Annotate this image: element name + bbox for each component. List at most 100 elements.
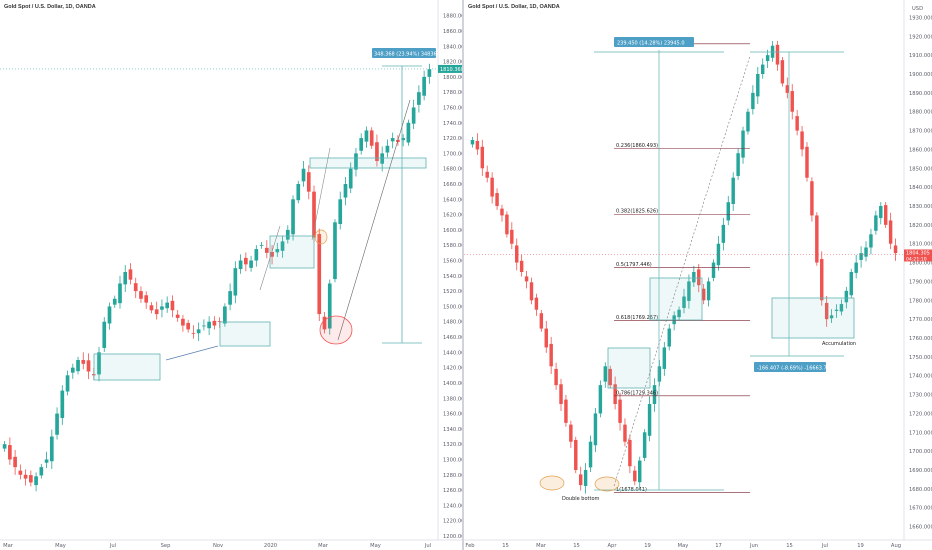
candle-body bbox=[406, 122, 411, 143]
y-tick-label: 1820.000 bbox=[443, 60, 462, 66]
candle-body bbox=[721, 224, 726, 243]
candle-body bbox=[854, 262, 858, 273]
right-chart[interactable]: 1930.000 1920.000 1910.000 1900.000 1890.000… bbox=[464, 0, 932, 550]
candle-body bbox=[207, 321, 211, 329]
x-tick-label: Feb bbox=[465, 543, 475, 549]
candle-body bbox=[706, 281, 711, 301]
y-tick-label: 1780.000 bbox=[909, 298, 932, 304]
y-tick-label: 1750.000 bbox=[909, 355, 932, 361]
candle-body bbox=[149, 305, 154, 311]
candle-body bbox=[711, 262, 716, 278]
candle-body bbox=[244, 257, 248, 265]
y-tick-label: 1800.000 bbox=[909, 261, 932, 267]
y-tick-label: 1300.000 bbox=[443, 457, 462, 463]
y-tick-label: 1620.000 bbox=[443, 213, 462, 219]
candle-body bbox=[327, 283, 332, 329]
y-tick-label: 1460.000 bbox=[443, 335, 462, 341]
candle-body bbox=[805, 146, 809, 178]
candle-body bbox=[701, 288, 706, 301]
candle-body bbox=[510, 229, 514, 244]
candle-body bbox=[800, 131, 804, 150]
candle-body bbox=[107, 306, 112, 324]
candle-body bbox=[500, 208, 504, 216]
candle-body bbox=[160, 306, 164, 310]
candle-body bbox=[505, 214, 509, 235]
candle-body bbox=[544, 328, 548, 348]
candle-body bbox=[312, 191, 316, 238]
measure-up-badge bbox=[614, 37, 694, 47]
candle-body bbox=[810, 181, 814, 216]
candle-body bbox=[859, 253, 863, 260]
candle-body bbox=[549, 343, 553, 367]
candle-body bbox=[608, 368, 612, 386]
candle-body bbox=[359, 138, 364, 151]
consolidation-box bbox=[93, 353, 161, 381]
fib-level-label: 0.618(1769.267) bbox=[616, 315, 658, 321]
pane-divider[interactable] bbox=[462, 0, 464, 550]
candle-body bbox=[60, 390, 65, 418]
candle-body bbox=[697, 269, 701, 286]
consolidation-box bbox=[649, 277, 703, 321]
y-tick-label: 1880.000 bbox=[443, 14, 462, 20]
candle-body bbox=[29, 475, 33, 483]
consolidation-box bbox=[771, 297, 855, 339]
y-tick-label: 1320.000 bbox=[443, 442, 462, 448]
candle-body bbox=[411, 107, 416, 124]
x-tick-label: Mar bbox=[3, 543, 14, 549]
y-tick-label: 1700.000 bbox=[443, 151, 462, 157]
candle-body bbox=[790, 91, 794, 112]
candle-body bbox=[139, 291, 143, 299]
left-chart[interactable]: 1880.000 1860.000 1840.000 1820.000 1800.000… bbox=[0, 0, 462, 550]
candle-body bbox=[306, 172, 311, 192]
candle-body bbox=[301, 168, 306, 182]
y-tick-label: 1680.000 bbox=[909, 487, 932, 493]
candle-body bbox=[317, 234, 322, 315]
y-tick-label: 1600.000 bbox=[443, 228, 462, 234]
candle-body bbox=[422, 76, 426, 96]
trend-line bbox=[337, 99, 411, 341]
y-tick-label: 1740.000 bbox=[909, 374, 932, 380]
candle-body bbox=[785, 85, 790, 93]
candle-body bbox=[196, 329, 201, 334]
right-chart-title: Gold Spot / U.S. Dollar, 1D, OANDA bbox=[468, 4, 560, 10]
candle-body bbox=[583, 470, 588, 486]
y-tick-label: 1780.000 bbox=[443, 90, 462, 96]
y-tick-label: 1670.000 bbox=[909, 506, 932, 512]
candle-body bbox=[780, 60, 785, 84]
candle-body bbox=[642, 432, 647, 458]
x-tick-label: Mar bbox=[318, 543, 329, 549]
y-tick-label: 1240.000 bbox=[443, 503, 462, 509]
candle-body bbox=[647, 404, 652, 436]
candle-body bbox=[687, 281, 691, 301]
candle-body bbox=[97, 352, 101, 375]
y-tick-label: 1700.000 bbox=[909, 449, 932, 455]
projection-line bbox=[311, 147, 331, 241]
candle-body bbox=[65, 375, 70, 392]
countdown-text: 04:21:10 bbox=[906, 256, 927, 262]
candle-body bbox=[44, 459, 49, 463]
y-tick-label: 1760.000 bbox=[443, 105, 462, 111]
y-tick-label: 1520.000 bbox=[443, 289, 462, 295]
candle-body bbox=[285, 229, 290, 240]
candle-body bbox=[628, 439, 632, 467]
y-tick-label: 1790.000 bbox=[909, 279, 932, 285]
candle-body bbox=[322, 316, 327, 330]
y-tick-label: 1820.000 bbox=[909, 223, 932, 229]
candle-body bbox=[202, 325, 206, 327]
current-price-text: 1804.305 bbox=[906, 250, 930, 256]
y-tick-label: 1220.000 bbox=[443, 519, 462, 525]
candle-body bbox=[633, 470, 637, 482]
pullback-circle bbox=[314, 229, 328, 245]
x-tick-label: 15 bbox=[573, 543, 580, 549]
candle-body bbox=[598, 385, 603, 414]
candle-body bbox=[756, 74, 760, 97]
candle-body bbox=[369, 130, 374, 146]
candle-body bbox=[869, 234, 873, 248]
left-chart-title: Gold Spot / U.S. Dollar, 1D, OANDA bbox=[4, 4, 96, 10]
candle-body bbox=[18, 470, 23, 475]
candle-body bbox=[515, 245, 519, 263]
candle-body bbox=[123, 272, 128, 285]
candle-body bbox=[233, 268, 238, 296]
candle-body bbox=[181, 318, 185, 326]
